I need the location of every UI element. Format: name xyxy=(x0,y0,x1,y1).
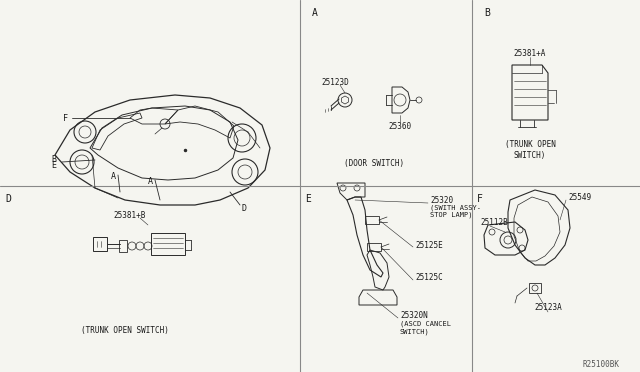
Text: (ASCD CANCEL: (ASCD CANCEL xyxy=(400,321,451,327)
Text: D: D xyxy=(242,203,247,212)
Text: E: E xyxy=(51,160,56,170)
Bar xyxy=(93,237,107,251)
Bar xyxy=(365,216,379,224)
Text: 25381+B: 25381+B xyxy=(114,211,146,219)
Text: 25320N: 25320N xyxy=(400,311,428,320)
Text: 25381+A: 25381+A xyxy=(514,48,546,58)
Text: 25549: 25549 xyxy=(568,192,591,202)
Text: (SWITH ASSY-: (SWITH ASSY- xyxy=(430,205,481,211)
Bar xyxy=(529,283,541,293)
Text: 25125E: 25125E xyxy=(415,241,443,250)
Text: A: A xyxy=(148,176,153,186)
Text: 25123D: 25123D xyxy=(321,77,349,87)
Text: E: E xyxy=(305,194,311,204)
Text: (DOOR SWITCH): (DOOR SWITCH) xyxy=(344,158,404,167)
Text: (TRUNK OPEN
SWITCH): (TRUNK OPEN SWITCH) xyxy=(504,140,556,160)
Bar xyxy=(151,233,185,255)
Bar xyxy=(119,240,127,252)
Text: R25100BK: R25100BK xyxy=(583,360,620,369)
Text: 25360: 25360 xyxy=(388,122,412,131)
Text: A: A xyxy=(312,8,318,18)
Text: SWITCH): SWITCH) xyxy=(400,329,429,335)
Text: 25123A: 25123A xyxy=(534,304,562,312)
Bar xyxy=(367,243,381,251)
Text: B: B xyxy=(51,154,56,164)
Text: 25125C: 25125C xyxy=(415,273,443,282)
Text: A: A xyxy=(111,171,116,180)
Text: B: B xyxy=(484,8,490,18)
Text: 25320: 25320 xyxy=(430,196,453,205)
Text: F: F xyxy=(63,113,68,122)
Text: D: D xyxy=(5,194,11,204)
Text: 25112B: 25112B xyxy=(480,218,508,227)
Text: F: F xyxy=(477,194,483,204)
Text: (TRUNK OPEN SWITCH): (TRUNK OPEN SWITCH) xyxy=(81,326,169,334)
Text: STOP LAMP): STOP LAMP) xyxy=(430,212,472,218)
